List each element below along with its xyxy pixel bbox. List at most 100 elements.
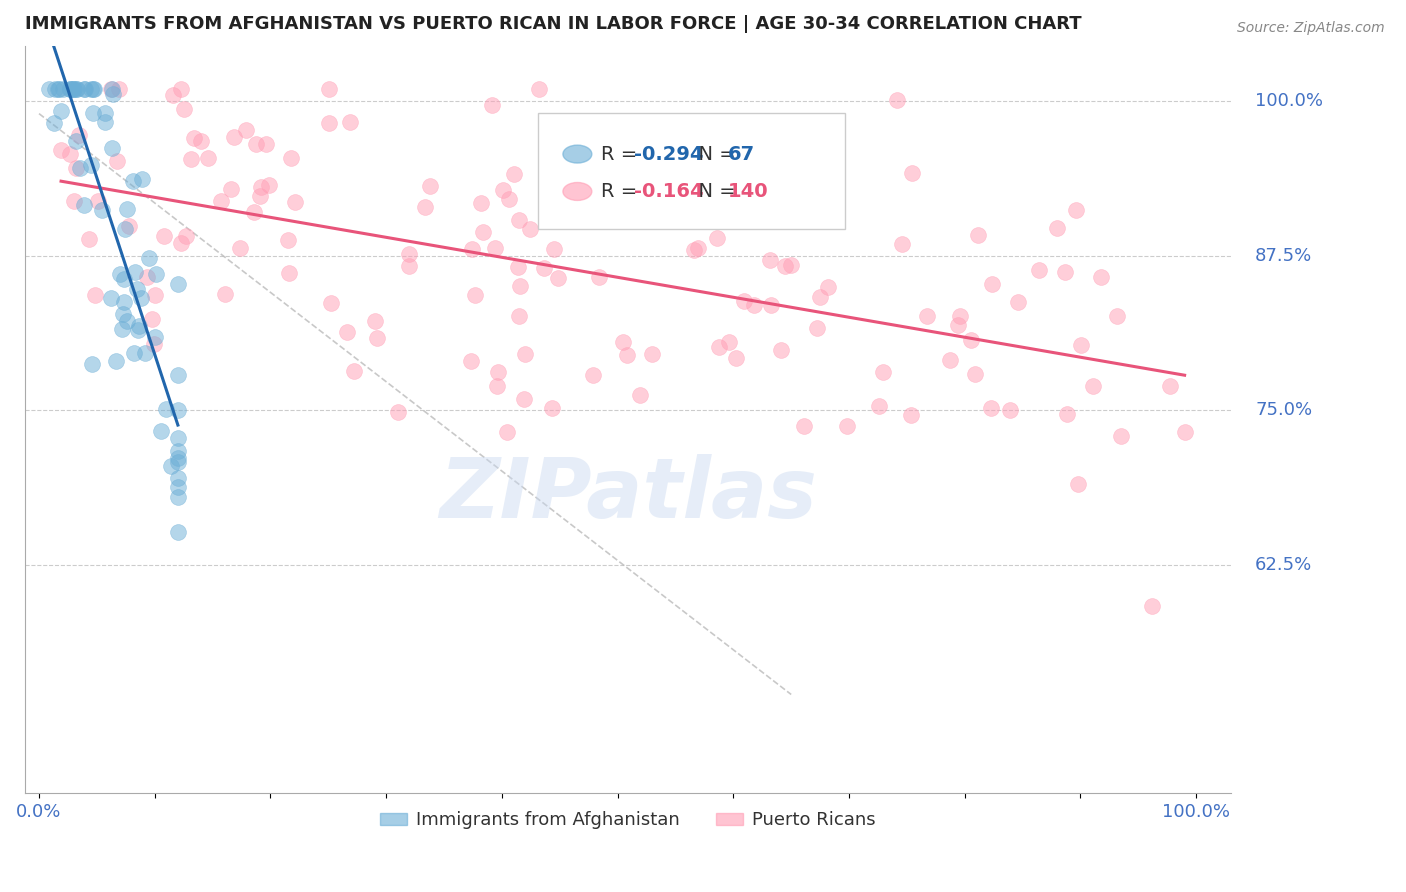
Point: [492, 183, 515, 197]
Text: 75.0%: 75.0%: [1256, 401, 1312, 419]
Point: [1174, 425, 1197, 440]
Point: [508, 309, 530, 323]
Point: [250, 180, 273, 194]
Point: [486, 366, 509, 380]
Point: [82, 357, 104, 371]
Point: [339, 115, 361, 129]
Point: [280, 151, 302, 165]
Point: [484, 241, 506, 255]
Point: [108, 82, 131, 96]
Point: [183, 131, 205, 145]
Point: [209, 194, 232, 208]
Point: [75, 82, 97, 96]
Point: [640, 347, 662, 361]
Point: [733, 192, 755, 206]
Point: [706, 231, 728, 245]
Text: R =: R =: [602, 182, 644, 201]
Point: [808, 290, 831, 304]
Point: [966, 228, 988, 243]
Point: [733, 293, 755, 308]
Point: [582, 368, 605, 382]
Point: [254, 137, 277, 152]
Point: [143, 329, 166, 343]
Point: [284, 194, 307, 209]
Point: [901, 166, 924, 180]
Text: -0.164: -0.164: [634, 182, 703, 201]
Point: [960, 334, 983, 348]
Point: [62, 82, 84, 96]
Point: [62, 194, 84, 209]
Point: [167, 277, 190, 291]
Point: [100, 291, 122, 305]
Text: ZIPatlas: ZIPatlas: [439, 454, 817, 535]
Point: [318, 82, 340, 96]
Point: [486, 379, 509, 393]
Point: [939, 352, 962, 367]
Point: [38, 82, 60, 96]
Point: [980, 401, 1002, 416]
Point: [775, 259, 797, 273]
Point: [79, 158, 101, 172]
Point: [128, 319, 150, 334]
Point: [481, 98, 503, 112]
Point: [65, 161, 87, 175]
Point: [141, 311, 163, 326]
Point: [44, 82, 66, 96]
Point: [543, 242, 565, 256]
Point: [628, 388, 651, 402]
Point: [167, 403, 190, 417]
Text: 62.5%: 62.5%: [1256, 556, 1312, 574]
Point: [49, 143, 72, 157]
Point: [890, 237, 912, 252]
Point: [190, 134, 212, 148]
Point: [820, 213, 842, 227]
Point: [108, 267, 131, 281]
Point: [245, 136, 267, 151]
Point: [495, 425, 517, 439]
Point: [1081, 379, 1104, 393]
Point: [160, 459, 183, 474]
Text: -0.294: -0.294: [634, 145, 703, 163]
Legend: Immigrants from Afghanistan, Puerto Ricans: Immigrants from Afghanistan, Puerto Rica…: [373, 805, 883, 837]
Point: [1067, 476, 1090, 491]
Point: [770, 343, 793, 358]
Point: [131, 171, 153, 186]
Point: [67, 128, 90, 142]
Point: [257, 178, 280, 192]
Point: [170, 235, 193, 250]
Point: [167, 524, 190, 539]
Point: [541, 401, 564, 416]
Point: [278, 266, 301, 280]
Point: [277, 233, 299, 247]
Point: [1090, 270, 1112, 285]
Point: [101, 87, 124, 101]
Point: [509, 279, 531, 293]
Point: [915, 309, 938, 323]
Point: [606, 202, 628, 217]
Point: [229, 241, 252, 255]
Point: [529, 82, 551, 96]
Point: [124, 265, 146, 279]
Point: [686, 241, 709, 255]
Point: [143, 288, 166, 302]
Point: [498, 192, 520, 206]
Point: [793, 419, 815, 434]
Point: [112, 307, 135, 321]
Point: [946, 318, 969, 333]
Point: [49, 103, 72, 118]
Point: [94, 106, 117, 120]
Point: [111, 321, 134, 335]
Point: [65, 135, 87, 149]
Circle shape: [562, 145, 592, 163]
Point: [153, 229, 176, 244]
Point: [115, 314, 138, 328]
Text: IMMIGRANTS FROM AFGHANISTAN VS PUERTO RICAN IN LABOR FORCE | AGE 30-34 CORRELATI: IMMIGRANTS FROM AFGHANISTAN VS PUERTO RI…: [25, 15, 1081, 33]
Point: [515, 346, 537, 360]
Text: Source: ZipAtlas.com: Source: ZipAtlas.com: [1237, 21, 1385, 35]
Point: [963, 367, 986, 381]
Text: 100.0%: 100.0%: [1256, 92, 1323, 111]
Point: [886, 93, 908, 107]
Point: [219, 182, 242, 196]
Point: [48, 82, 70, 96]
Point: [461, 242, 484, 256]
